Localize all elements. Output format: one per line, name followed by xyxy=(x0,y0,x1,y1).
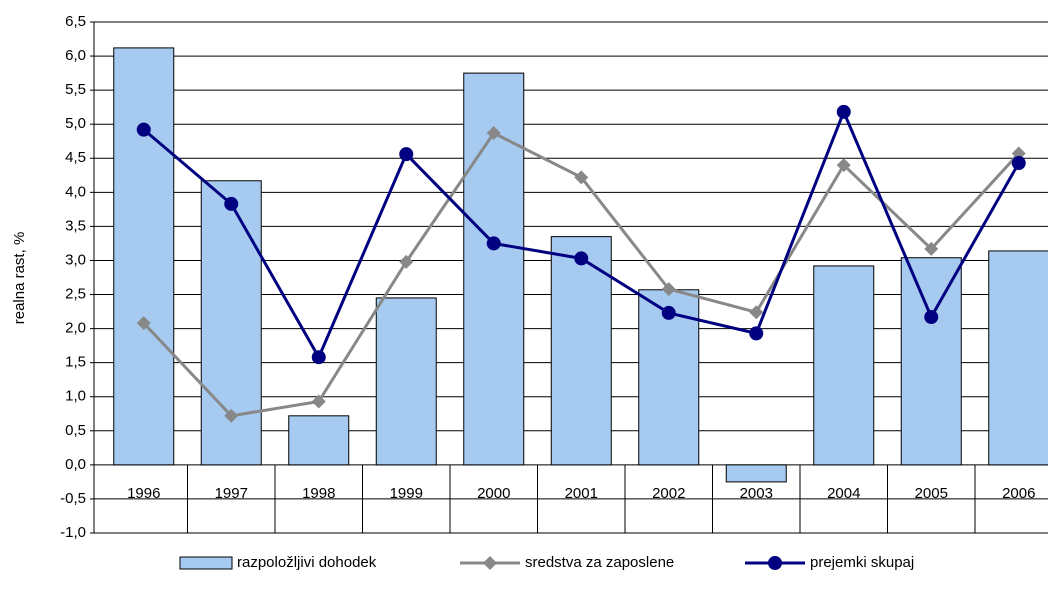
marker xyxy=(311,350,326,365)
marker xyxy=(1011,156,1026,171)
x-tick-label: 2002 xyxy=(652,485,685,502)
bar xyxy=(725,464,787,483)
y-tick-label: -1,0 xyxy=(60,524,86,541)
marker xyxy=(311,394,326,409)
marker xyxy=(924,310,939,325)
marker xyxy=(399,147,414,162)
legend-swatch xyxy=(179,556,233,570)
marker xyxy=(224,196,239,211)
y-tick-label: 5,5 xyxy=(65,81,86,98)
x-tick-label: 2001 xyxy=(565,485,598,502)
x-tick-label: 2000 xyxy=(477,485,510,502)
y-tick-label: 3,5 xyxy=(65,217,86,234)
legend-label: razpoložljivi dohodek xyxy=(237,554,377,571)
x-tick-label: 1996 xyxy=(127,485,160,502)
marker xyxy=(661,305,676,320)
bar xyxy=(900,257,962,466)
marker xyxy=(136,316,151,331)
y-tick-label: -0,5 xyxy=(60,490,86,507)
y-tick-label: 1,0 xyxy=(65,388,86,405)
x-tick-label: 1999 xyxy=(390,485,423,502)
marker xyxy=(399,254,414,269)
y-tick-label: 6,0 xyxy=(65,47,86,64)
legend-label: prejemki skupaj xyxy=(810,554,914,571)
y-tick-label: 0,5 xyxy=(65,422,86,439)
x-tick-label: 2004 xyxy=(827,485,860,502)
bar xyxy=(988,250,1048,466)
marker xyxy=(768,556,782,570)
marker xyxy=(486,126,501,141)
y-tick-label: 2,0 xyxy=(65,320,86,337)
x-tick-label: 1997 xyxy=(215,485,248,502)
y-tick-label: 1,5 xyxy=(65,354,86,371)
bar xyxy=(375,297,437,466)
bar xyxy=(113,47,175,466)
marker xyxy=(749,305,764,320)
bar xyxy=(550,236,612,466)
marker xyxy=(224,408,239,423)
marker xyxy=(486,236,501,251)
x-tick-label: 1998 xyxy=(302,485,335,502)
y-tick-label: 6,5 xyxy=(65,13,86,30)
x-tick-label: 2006 xyxy=(1002,485,1035,502)
marker xyxy=(836,158,851,173)
y-tick-label: 3,0 xyxy=(65,251,86,268)
marker xyxy=(483,556,497,570)
marker xyxy=(574,170,589,185)
marker xyxy=(924,241,939,256)
x-tick-label: 2003 xyxy=(740,485,773,502)
marker xyxy=(749,326,764,341)
x-tick-label: 2005 xyxy=(915,485,948,502)
y-tick-label: 0,0 xyxy=(65,456,86,473)
bar xyxy=(288,415,350,466)
bar xyxy=(813,265,875,466)
legend-label: sredstva za zaposlene xyxy=(525,554,674,571)
marker xyxy=(661,282,676,297)
marker xyxy=(836,104,851,119)
y-axis-label: realna rast, % xyxy=(11,232,28,325)
y-tick-label: 5,0 xyxy=(65,115,86,132)
marker xyxy=(574,251,589,266)
y-tick-label: 4,0 xyxy=(65,183,86,200)
y-tick-label: 2,5 xyxy=(65,286,86,303)
y-tick-label: 4,5 xyxy=(65,149,86,166)
marker xyxy=(136,122,151,137)
